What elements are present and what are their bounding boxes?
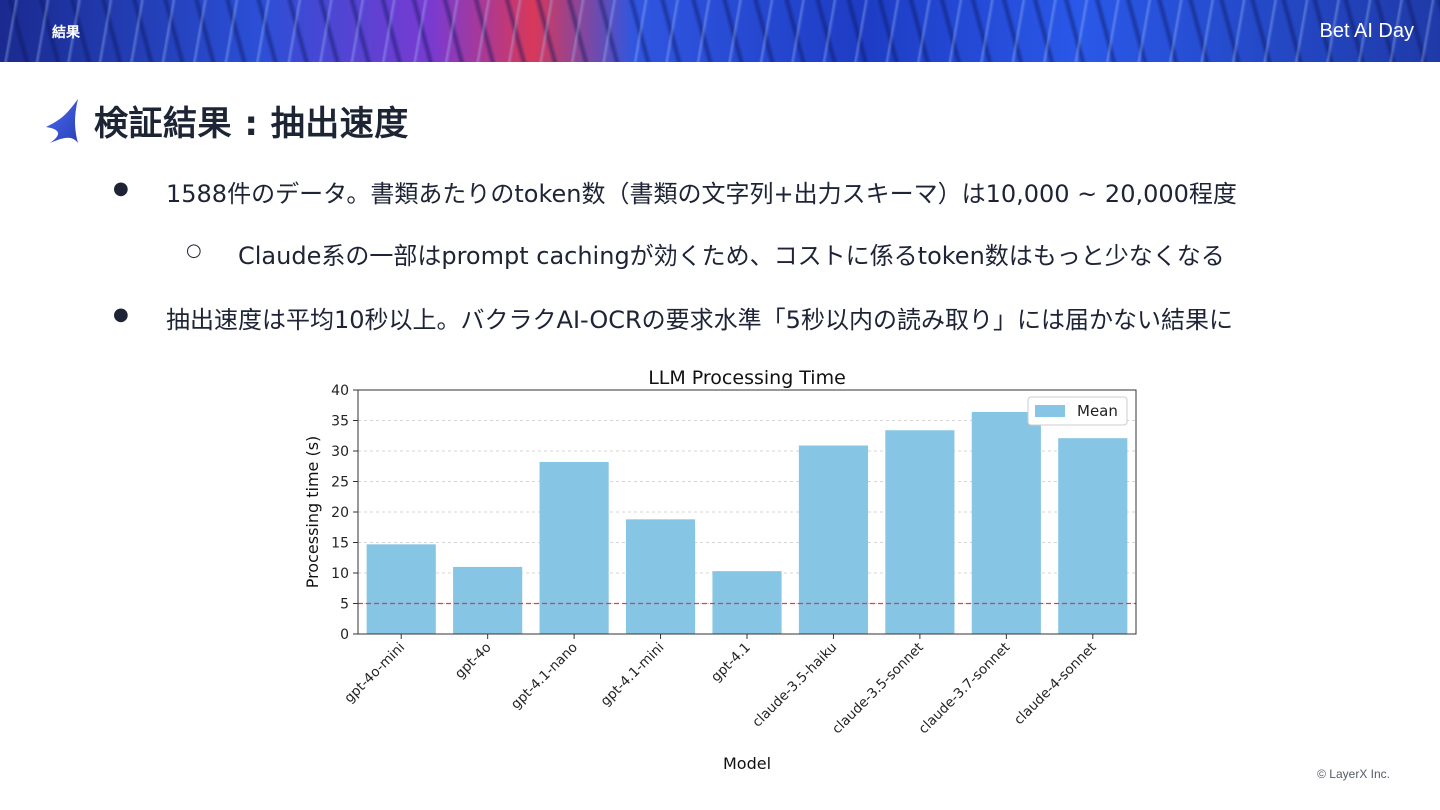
bullet-text: Claude系の一部はprompt cachingが効くため、コストに係るtok… [238, 242, 1225, 270]
bar-chart: 0 5 10 15 20 25 30 35 40 gpt-4o-mini gpt-4o gpt-4.1… [303, 367, 1137, 773]
bar [366, 544, 436, 634]
y-tick-label: 25 [331, 475, 349, 491]
y-tick-label: 40 [331, 383, 349, 399]
bar [625, 519, 696, 634]
bullet-item: ● 1588件のデータ。書類あたりのtoken数（書類の文字列+出力スキーマ）は… [113, 174, 1237, 209]
brand-logo: Bet AI Day [1319, 20, 1415, 42]
section-label: 結果 [52, 25, 80, 41]
bullet-dot-icon: ● [113, 304, 129, 325]
y-tick-label: 0 [340, 627, 349, 643]
y-tick-label: 10 [331, 566, 349, 582]
bar [971, 411, 1041, 634]
y-tick-label: 15 [331, 536, 349, 552]
x-tick-label: claude-3.5-haiku [749, 640, 840, 731]
bullet-text: 抽出速度は平均10秒以上。バクラクAI-OCRの要求水準「5秒以内の読み取り」に… [166, 306, 1233, 334]
bullet-text: 1588件のデータ。書類あたりのtoken数（書類の文字列+出力スキーマ）は10… [166, 180, 1237, 208]
sub-bullet-item: ○ Claude系の一部はprompt cachingが効くため、コストに係るt… [186, 236, 1225, 271]
x-tick-label: claude-3.7-sonnet [916, 640, 1014, 738]
sparkle-icon [46, 98, 78, 143]
x-tick-label: claude-3.5-sonnet [829, 640, 927, 738]
bullet-dot-icon: ● [113, 178, 129, 199]
bar [1058, 438, 1128, 634]
title-row: 検証結果 : 抽出速度 [44, 96, 409, 145]
bar [712, 571, 782, 634]
x-tick-label: gpt-4.1-nano [508, 640, 581, 713]
y-tick-label: 30 [331, 444, 349, 460]
bullet-item: ● 抽出速度は平均10秒以上。バクラクAI-OCRの要求水準「5秒以内の読み取り… [113, 300, 1233, 335]
y-tick-label: 20 [331, 505, 349, 521]
x-tick-label: gpt-4.1-mini [597, 640, 667, 710]
legend-label: Mean [1077, 402, 1118, 420]
legend-box [1027, 396, 1128, 426]
x-tick-label: claude-4-sonnet [1011, 640, 1100, 729]
x-tick-label: gpt-4.1 [708, 640, 754, 686]
page-title: 検証結果 : 抽出速度 [94, 104, 409, 144]
bar [453, 566, 523, 634]
x-axis-label: Model [723, 754, 771, 773]
x-tick-label: gpt-4o-mini [341, 640, 408, 707]
bar [798, 445, 869, 634]
chart-title: LLM Processing Time [648, 367, 846, 389]
bar [885, 430, 955, 634]
bar [539, 461, 609, 634]
y-tick-label: 35 [331, 414, 349, 430]
y-tick-label: 5 [340, 597, 349, 613]
y-axis-label: Processing time (s) [303, 436, 322, 589]
copyright: © LayerX Inc. [1317, 767, 1390, 781]
bullet-circle-icon: ○ [186, 240, 202, 261]
chart-container: 0 5 10 15 20 25 30 35 40 gpt-4o-mini gpt-4o gpt-4.1… [290, 358, 1160, 788]
header-banner: 結果 Bet AI Day [0, 0, 1440, 62]
legend-swatch [1035, 405, 1065, 417]
x-tick-label: gpt-4o [452, 640, 495, 683]
